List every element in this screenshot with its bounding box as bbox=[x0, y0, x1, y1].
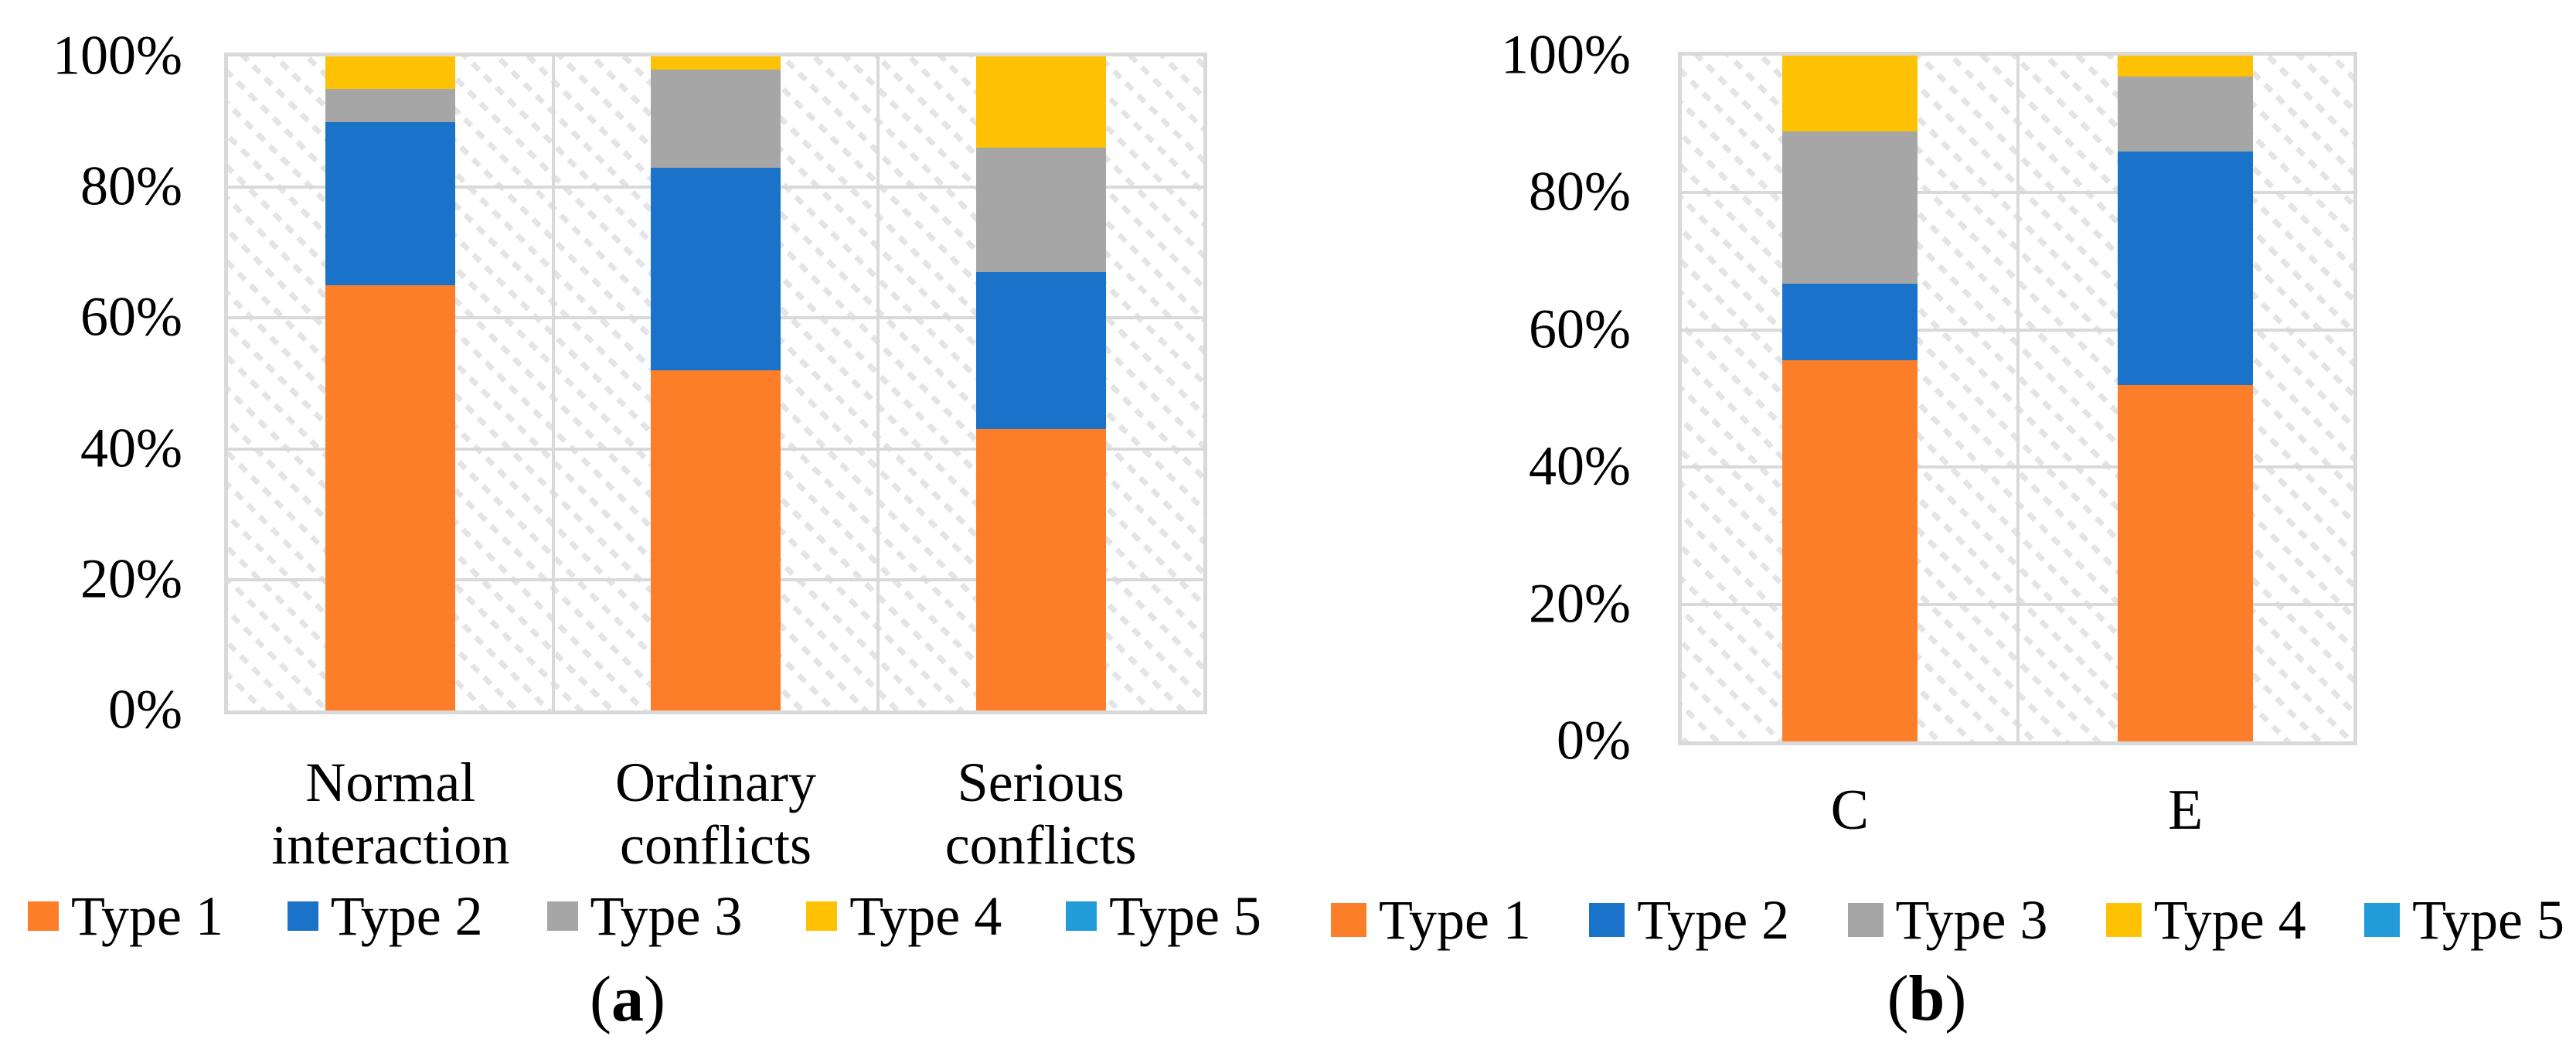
legend-swatch-icon bbox=[806, 901, 838, 931]
bar-segment-type-2 bbox=[1781, 284, 1918, 360]
category-separator-gridline bbox=[551, 56, 555, 710]
y-tick-label-60pct: 60% bbox=[80, 285, 182, 348]
legend-item-type-3: Type 3 bbox=[1847, 889, 2048, 951]
caption-b-close-paren: ) bbox=[1945, 962, 1967, 1034]
y-tick-label-100pct: 100% bbox=[53, 24, 182, 87]
bar-segment-type-4 bbox=[325, 56, 456, 90]
category-label-line: E bbox=[2168, 779, 2203, 842]
bar-segment-type-1 bbox=[2118, 384, 2254, 741]
y-tick-label-0pct: 0% bbox=[108, 678, 182, 741]
bar-segment-type-3 bbox=[651, 69, 781, 168]
y-tick-label-60pct: 60% bbox=[1529, 298, 1631, 360]
legend-swatch-icon bbox=[1066, 901, 1097, 931]
category-separator-gridline bbox=[876, 56, 880, 710]
legend-label: Type 5 bbox=[1109, 885, 1261, 947]
y-tick-label-0pct: 0% bbox=[1557, 709, 1631, 772]
category-label-line: Serious bbox=[957, 751, 1125, 813]
legend-label: Type 1 bbox=[71, 885, 223, 947]
legend-item-type-1: Type 1 bbox=[1331, 892, 1531, 948]
y-tick-label-80pct: 80% bbox=[1529, 160, 1631, 223]
caption-a: (a) bbox=[590, 967, 665, 1032]
legend-item-type-3: Type 3 bbox=[546, 885, 743, 947]
legend-swatch-icon bbox=[2364, 903, 2401, 937]
legend-item-type-1: Type 1 bbox=[28, 888, 223, 944]
category-label-line: Ordinary bbox=[615, 751, 816, 813]
category-label-normal-interaction: Normal interaction bbox=[271, 751, 509, 877]
plot-area-b bbox=[1678, 52, 2357, 745]
bar-segment-type-3 bbox=[2118, 76, 2254, 152]
category-label-line: interaction bbox=[271, 813, 510, 876]
legend-item-type-2: Type 2 bbox=[1589, 892, 1789, 948]
legend-swatch-icon bbox=[2105, 903, 2142, 937]
legend-swatch-icon bbox=[546, 901, 578, 931]
legend-swatch-icon bbox=[28, 901, 59, 931]
caption-b-letter: b bbox=[1908, 962, 1945, 1034]
caption-b-open-paren: ( bbox=[1887, 962, 1909, 1034]
plot-area-a bbox=[224, 53, 1207, 714]
category-label-serious-conflicts: Serious conflicts bbox=[945, 751, 1137, 877]
bar-segment-type-1 bbox=[1781, 359, 1918, 741]
category-separator-gridline bbox=[2016, 56, 2020, 741]
legend-label: Type 2 bbox=[330, 885, 483, 947]
bar-segment-type-2 bbox=[651, 167, 781, 371]
legend-item-type-2: Type 2 bbox=[287, 885, 483, 947]
bar-segment-type-4 bbox=[975, 56, 1106, 148]
y-tick-label-20pct: 20% bbox=[1529, 572, 1631, 635]
bar-segment-type-2 bbox=[325, 121, 456, 286]
legend-label: Type 4 bbox=[2153, 889, 2306, 951]
caption-a-letter: a bbox=[611, 963, 644, 1035]
y-tick-label-40pct: 40% bbox=[80, 417, 182, 479]
caption-a-open-paren: ( bbox=[590, 963, 611, 1035]
legend-label: Type 3 bbox=[1895, 889, 2048, 951]
legend-a: Type 1 Type 2 Type 3 Type 4 Type 5 bbox=[28, 888, 1261, 944]
legend-label: Type 2 bbox=[1637, 889, 1790, 951]
legend-b: Type 1 Type 2 Type 3 Type 4 Type 5 bbox=[1331, 892, 2564, 948]
bar-segment-type-3 bbox=[975, 148, 1106, 273]
category-label-line: conflicts bbox=[944, 813, 1137, 876]
bar-segment-type-2 bbox=[2118, 152, 2254, 385]
legend-label: Type 4 bbox=[849, 885, 1002, 947]
category-label-c: C bbox=[1831, 782, 1869, 839]
bar-segment-type-2 bbox=[975, 272, 1106, 430]
legend-label: Type 5 bbox=[2412, 889, 2564, 951]
bar-segment-type-4 bbox=[2118, 56, 2254, 77]
legend-label: Type 1 bbox=[1379, 889, 1531, 951]
bar-segment-type-1 bbox=[975, 429, 1106, 710]
legend-swatch-icon bbox=[1331, 903, 1366, 937]
legend-swatch-icon bbox=[1589, 903, 1625, 937]
category-label-line: Normal bbox=[305, 751, 476, 813]
y-tick-label-20pct: 20% bbox=[80, 547, 182, 610]
legend-item-type-5: Type 5 bbox=[1066, 888, 1261, 944]
y-tick-label-40pct: 40% bbox=[1529, 434, 1631, 497]
bar-segment-type-3 bbox=[1781, 131, 1918, 284]
category-label-line: conflicts bbox=[620, 813, 812, 876]
caption-a-close-paren: ) bbox=[644, 963, 665, 1035]
legend-item-type-5: Type 5 bbox=[2364, 892, 2564, 948]
y-tick-label-80pct: 80% bbox=[80, 155, 182, 217]
legend-swatch-icon bbox=[287, 901, 318, 931]
caption-b: (b) bbox=[1887, 966, 1967, 1031]
bar-segment-type-1 bbox=[325, 285, 456, 710]
y-tick-label-100pct: 100% bbox=[1501, 23, 1631, 86]
legend-item-type-4: Type 4 bbox=[2105, 889, 2306, 951]
legend-swatch-icon bbox=[1847, 903, 1884, 937]
bar-segment-type-4 bbox=[1781, 56, 1918, 132]
bar-segment-type-4 bbox=[651, 56, 781, 70]
category-label-e: E bbox=[2168, 782, 2203, 839]
legend-item-type-4: Type 4 bbox=[806, 888, 1002, 944]
category-label-line: C bbox=[1830, 779, 1869, 842]
legend-label: Type 3 bbox=[590, 885, 743, 947]
category-label-ordinary-conflicts: Ordinary conflicts bbox=[615, 751, 816, 877]
bar-segment-type-1 bbox=[651, 370, 781, 710]
bar-segment-type-3 bbox=[325, 89, 456, 122]
